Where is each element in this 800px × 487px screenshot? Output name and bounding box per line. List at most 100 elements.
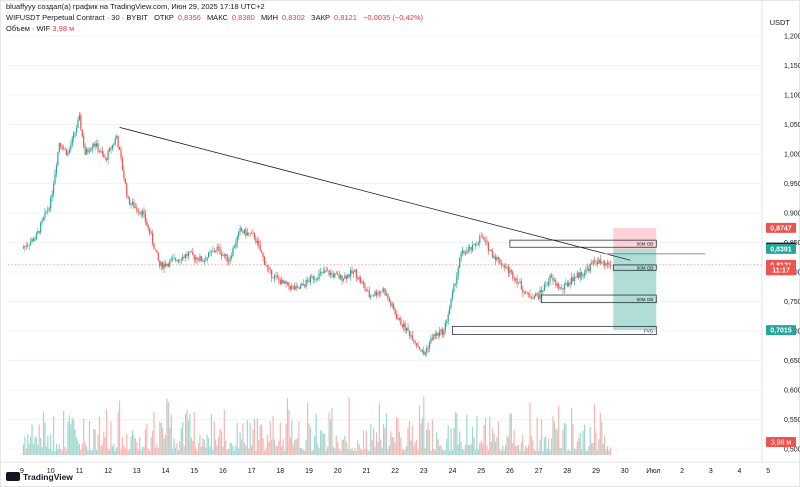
- candle: [220, 253, 223, 256]
- candle: [540, 289, 543, 293]
- candle: [50, 197, 52, 209]
- volume-bar: [494, 441, 497, 455]
- volume-bar: [151, 430, 154, 455]
- volume-bar: [513, 430, 515, 455]
- volume-bar: [147, 448, 149, 455]
- volume-bar: [568, 449, 570, 455]
- candle: [408, 330, 411, 337]
- volume-bar: [223, 409, 225, 455]
- symbol-name[interactable]: WIFUSDT Perpetual Contract · 30 · BYBIT: [6, 13, 148, 22]
- y-tick-label: 0,5000: [784, 447, 800, 454]
- volume-bar: [408, 420, 411, 455]
- volume-bar: [269, 421, 271, 455]
- candle: [515, 278, 517, 280]
- candle: [182, 256, 184, 261]
- volume-bar: [571, 408, 573, 455]
- candle: [430, 337, 432, 343]
- volume-bar: [560, 448, 563, 455]
- volume-bar: [124, 448, 126, 455]
- candle: [223, 254, 225, 256]
- candle: [558, 284, 560, 289]
- volume-bar: [309, 427, 312, 455]
- candle: [93, 143, 95, 147]
- target-zone: [613, 248, 657, 331]
- candle: [235, 243, 237, 248]
- candle: [45, 211, 47, 213]
- currency-label[interactable]: USDT: [769, 18, 790, 27]
- candle: [589, 263, 591, 272]
- volume-bar: [70, 424, 72, 455]
- candle: [285, 281, 287, 284]
- volume-bar: [604, 435, 606, 455]
- candle: [100, 151, 102, 153]
- volume-bar: [286, 398, 289, 455]
- y-tick-label: 1,0500: [784, 122, 800, 129]
- candle: [438, 331, 441, 336]
- candle: [453, 283, 455, 292]
- candle: [427, 348, 429, 349]
- volume-bar: [542, 450, 544, 455]
- volume-bar: [447, 425, 449, 455]
- candle: [451, 291, 454, 299]
- volume-bar: [289, 437, 291, 455]
- candle: [559, 287, 561, 289]
- volume-label[interactable]: Объем · WIF: [6, 24, 51, 33]
- x-tick-label: 29: [592, 468, 600, 475]
- volume-bar: [482, 443, 484, 455]
- volume-bar: [484, 418, 487, 455]
- volume-bar: [130, 436, 132, 455]
- candle: [70, 145, 72, 150]
- volume-bar: [403, 450, 405, 455]
- candle: [381, 291, 383, 292]
- volume-bar: [302, 449, 304, 455]
- tradingview-logo[interactable]: TradingView: [6, 472, 73, 482]
- volume-bar: [229, 442, 231, 455]
- candle: [494, 256, 497, 261]
- volume-bar: [440, 445, 442, 455]
- volume-bar: [417, 449, 419, 455]
- volume-bar: [64, 446, 66, 455]
- volume-bar: [216, 445, 218, 455]
- volume-bar: [520, 442, 522, 455]
- volume-bar: [370, 424, 372, 455]
- volume-bar: [140, 450, 142, 455]
- candle: [81, 129, 83, 137]
- x-tick-label: Июл: [646, 468, 660, 475]
- volume-bar: [272, 416, 274, 455]
- candle: [249, 233, 251, 235]
- volume-bar: [107, 448, 109, 455]
- volume-bar: [391, 437, 393, 455]
- volume-bar: [110, 420, 112, 455]
- candle: [582, 275, 584, 277]
- volume-bar: [225, 440, 227, 455]
- candle: [167, 263, 169, 267]
- candle: [284, 281, 286, 284]
- candle: [295, 286, 297, 290]
- candle: [149, 228, 151, 234]
- volume-bar: [401, 449, 403, 455]
- candle: [565, 282, 567, 284]
- candle: [113, 143, 115, 145]
- volume-bar: [144, 429, 147, 455]
- candle: [510, 270, 512, 272]
- candle: [32, 238, 35, 241]
- candle: [606, 262, 609, 265]
- volume-bar: [242, 423, 244, 455]
- volume-bar: [273, 439, 276, 455]
- volume-bar: [558, 406, 560, 455]
- volume-bar: [163, 438, 165, 455]
- volume-bar: [416, 440, 418, 455]
- volume-bar: [540, 419, 543, 455]
- volume-bar: [90, 450, 92, 455]
- volume-bar: [301, 448, 303, 455]
- volume-bar: [296, 438, 299, 455]
- volume-bar: [407, 427, 409, 455]
- candle: [225, 254, 227, 256]
- volume-bar: [294, 440, 296, 455]
- candle: [457, 267, 459, 276]
- volume-bar: [44, 422, 46, 455]
- volume-bar: [284, 450, 286, 455]
- volume-bar: [394, 442, 396, 455]
